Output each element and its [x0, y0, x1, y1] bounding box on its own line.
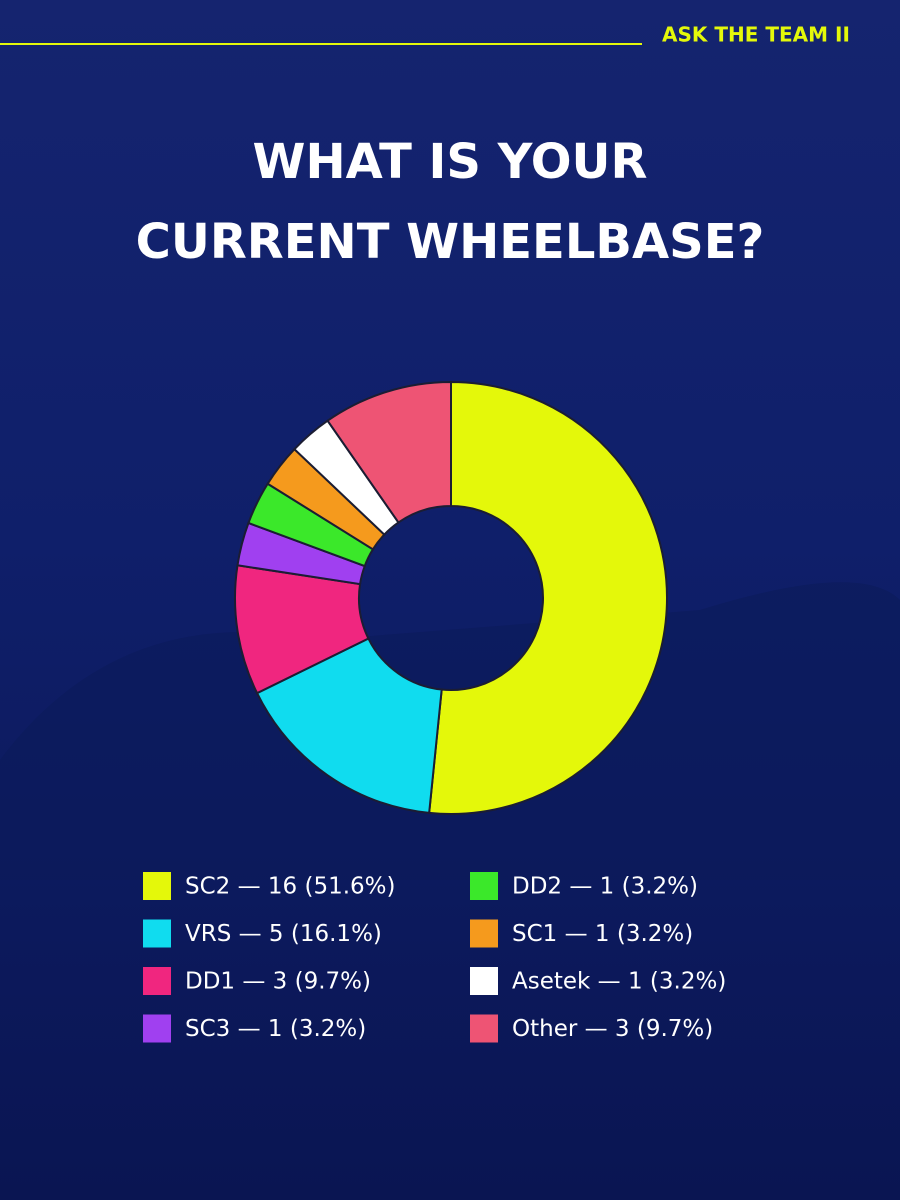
- legend-label: SC1 — 1 (3.2%): [512, 921, 693, 947]
- legend-label: SC2 — 16 (51.6%): [185, 874, 396, 900]
- legend-swatch: [470, 1014, 498, 1043]
- header-tag: ASK THE TEAM II: [662, 23, 850, 47]
- donut-slice: [428, 380, 668, 815]
- legend-label: Other — 3 (9.7%): [512, 1016, 713, 1042]
- legend-label: SC3 — 1 (3.2%): [185, 1016, 366, 1042]
- legend-swatch: [470, 919, 498, 948]
- donut-slice: [255, 637, 443, 814]
- legend-swatch: [143, 872, 171, 900]
- legend-swatch: [143, 919, 171, 948]
- legend-label: DD1 — 3 (9.7%): [185, 969, 371, 995]
- legend-swatch: [143, 967, 171, 995]
- legend-label: DD2 — 1 (3.2%): [512, 874, 698, 900]
- chart-title: WHAT IS YOUR CURRENT WHEELBASE?: [135, 134, 765, 270]
- legend-swatch: [470, 872, 498, 900]
- legend-swatch: [143, 1014, 171, 1043]
- donut-slice: [326, 380, 452, 524]
- legend-label: Asetek — 1 (3.2%): [512, 969, 726, 995]
- legend-label: VRS — 5 (16.1%): [185, 921, 382, 947]
- legend-swatch: [470, 967, 498, 995]
